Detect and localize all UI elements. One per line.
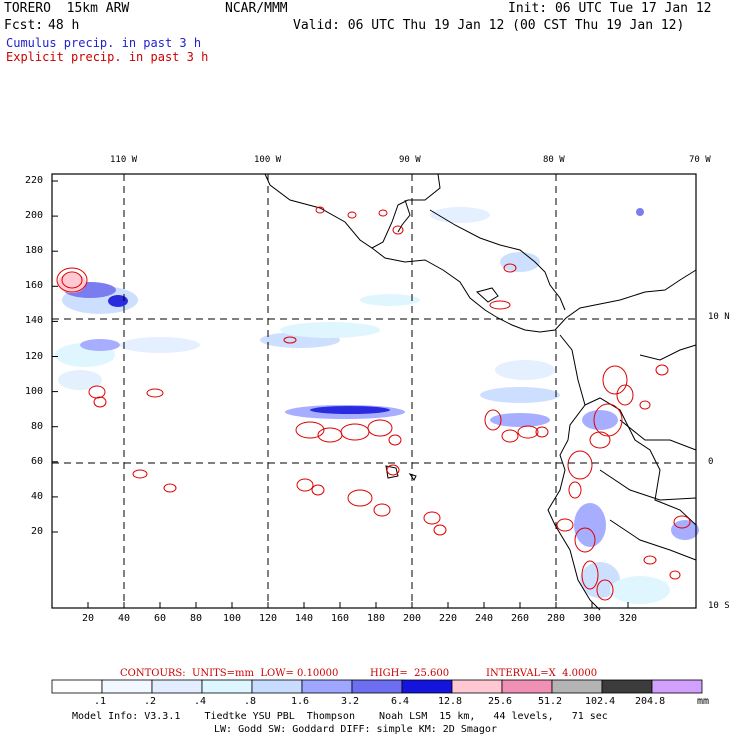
lon-label: 70 W (689, 155, 711, 165)
legend-swatch (101, 679, 153, 694)
legend-swatch (451, 679, 503, 694)
y-tick-label: 60 (31, 455, 44, 467)
y-tick-label: 20 (31, 526, 44, 537)
y-tick-label: 160 (25, 280, 44, 292)
lat-label: 10 S (708, 601, 730, 611)
lon-label: 80 W (543, 155, 565, 165)
x-tick-label: 20 (82, 613, 95, 624)
legend-label: 6.4 (391, 696, 410, 707)
x-tick-label: 260 (511, 613, 530, 624)
y-tick-label: 100 (25, 385, 44, 397)
lon-label: 110 W (110, 155, 138, 165)
legend-label: .8 (244, 696, 257, 707)
legend-label: 51.2 (538, 696, 563, 707)
cumulus-precip-shading (55, 207, 699, 604)
lon-label: 100 W (254, 155, 282, 165)
legend-swatch (401, 679, 453, 694)
x-tick-label: 140 (295, 613, 314, 624)
contour-interval: INTERVAL=X 4.0000 (486, 668, 598, 679)
forecast-hours: 48 h (48, 18, 80, 33)
model-title: TORERO 15km ARW (4, 1, 130, 16)
x-tick-label: 240 (475, 613, 494, 624)
field-explicit-label: Explicit precip. in past 3 h (6, 50, 209, 64)
legend-label: 1.6 (291, 696, 310, 707)
x-tick-label: 40 (118, 613, 131, 624)
field-cumulus-label: Cumulus precip. in past 3 h (6, 36, 202, 50)
legend-swatch (201, 679, 253, 694)
valid-time: Valid: 06 UTC Thu 19 Jan 12 (00 CST Thu … (293, 18, 685, 33)
legend-label: 102.4 (585, 696, 616, 707)
legend-label: 25.6 (488, 696, 513, 707)
y-tick-label: 200 (25, 210, 44, 222)
center-label: NCAR/MMM (225, 1, 288, 16)
x-tick-label: 180 (367, 613, 386, 624)
explicit-precip-contours (56, 206, 691, 601)
x-tick-label: 300 (583, 613, 602, 624)
legend-swatch (601, 679, 653, 694)
coastlines (264, 173, 697, 611)
axis-ticks (52, 180, 629, 608)
model-physics: LW: Godd SW: Goddard DIFF: simple KM: 2D… (214, 724, 497, 735)
legend-swatch (501, 679, 553, 694)
legend-label: .1 (94, 696, 107, 707)
x-tick-label: 120 (259, 613, 278, 624)
legend-label: .2 (144, 696, 157, 707)
y-tick-label: 80 (31, 420, 44, 432)
legend-swatch (251, 679, 303, 694)
legend-swatch (351, 679, 403, 694)
legend-label: .4 (194, 696, 207, 707)
x-tick-label: 60 (154, 613, 167, 624)
lat-label: 10 N (708, 312, 730, 322)
x-tick-label: 200 (403, 613, 422, 624)
legend-swatch (551, 679, 603, 694)
x-tick-label: 80 (190, 613, 203, 624)
y-tick-label: 140 (25, 315, 44, 327)
color-legend (51, 679, 703, 694)
contour-units: CONTOURS: UNITS=mm LOW= 0.10000 (120, 668, 339, 679)
x-tick-label: 100 (223, 613, 242, 624)
x-tick-label: 280 (547, 613, 566, 624)
y-tick-label: 180 (25, 245, 44, 257)
contour-high: HIGH= 25.600 (370, 668, 450, 679)
x-tick-label: 220 (439, 613, 458, 624)
x-tick-label: 160 (331, 613, 350, 624)
model-info: Model Info: V3.3.1 Tiedtke YSU PBL Thomp… (72, 711, 608, 722)
pink-precip-area (58, 273, 86, 293)
y-tick-label: 220 (25, 175, 44, 186)
y-tick-label: 40 (31, 490, 44, 502)
init-time: Init: 06 UTC Tue 17 Jan 12 (508, 1, 712, 16)
forecast-label: Fcst: (4, 18, 44, 33)
map-frame (51, 173, 697, 609)
x-tick-label: 320 (619, 613, 638, 624)
legend-swatch (301, 679, 353, 694)
legend-label: 12.8 (438, 696, 463, 707)
lon-label: 90 W (399, 155, 421, 165)
legend-swatch (651, 679, 703, 694)
legend-swatch (51, 679, 103, 694)
lat-label: 0 (708, 457, 714, 467)
legend-label: 204.8 (635, 696, 666, 707)
lat-lon-grid (52, 174, 696, 608)
legend-unit: mm (697, 696, 710, 707)
legend-label: 3.2 (341, 696, 360, 707)
y-tick-label: 120 (25, 350, 44, 362)
legend-swatch (151, 679, 203, 694)
